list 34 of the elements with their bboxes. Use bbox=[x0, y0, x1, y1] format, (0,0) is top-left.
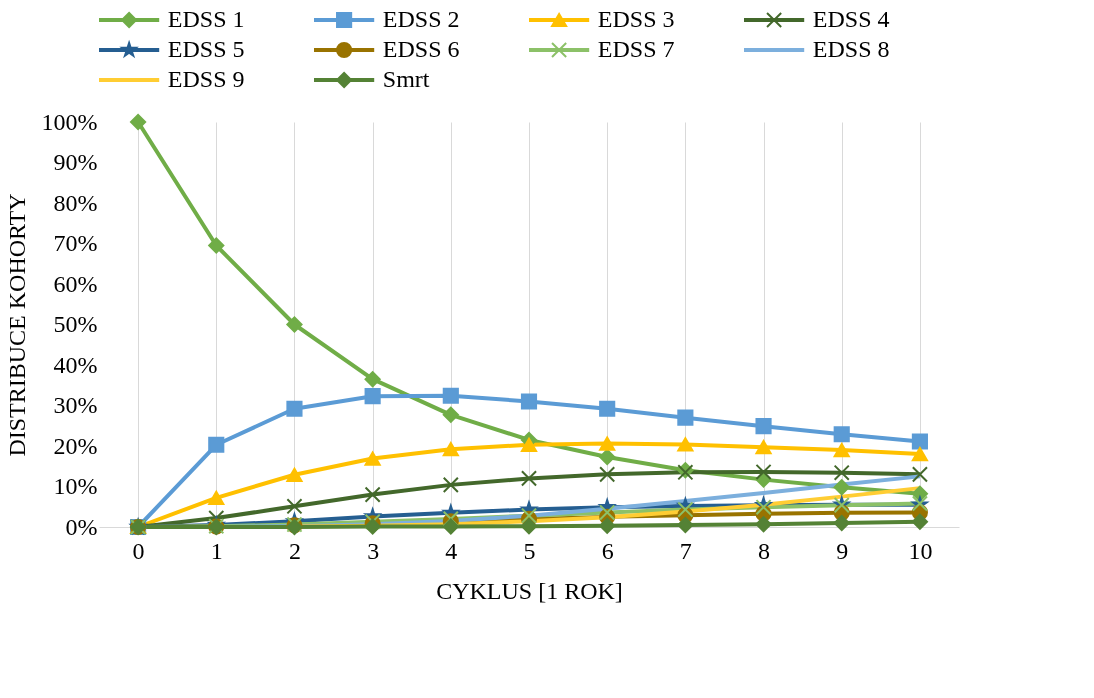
x-tick-label: 5 bbox=[523, 537, 536, 564]
y-tick-label: 80% bbox=[53, 189, 98, 216]
y-tick-label: 10% bbox=[53, 473, 98, 499]
y-tick-label: 70% bbox=[53, 230, 98, 256]
y-tick-label: 20% bbox=[53, 432, 98, 459]
y-tick-label: 90% bbox=[53, 149, 98, 175]
legend-label: Smrt bbox=[382, 66, 430, 92]
x-tick-label: 10 bbox=[908, 537, 933, 564]
legend-label: EDSS 5 bbox=[167, 36, 245, 62]
legend-label: EDSS 6 bbox=[382, 36, 460, 62]
x-tick-label: 7 bbox=[679, 537, 692, 564]
x-tick-label: 0 bbox=[132, 537, 145, 564]
legend-label: EDSS 3 bbox=[597, 6, 675, 32]
y-tick-label: 0% bbox=[65, 513, 98, 540]
y-tick-label: 100% bbox=[41, 108, 98, 135]
x-tick-label: 9 bbox=[836, 537, 849, 564]
legend-label: EDSS 8 bbox=[812, 36, 890, 62]
y-tick-label: 50% bbox=[53, 311, 98, 337]
y-tick-label: 30% bbox=[53, 392, 98, 418]
y-tick-label: 40% bbox=[53, 351, 98, 378]
x-tick-label: 8 bbox=[758, 537, 771, 564]
legend-label: EDSS 1 bbox=[167, 6, 245, 32]
x-tick-label: 2 bbox=[288, 537, 301, 564]
x-tick-label: 3 bbox=[367, 537, 380, 564]
x-axis-title: CYKLUS [1 ROK] bbox=[436, 577, 623, 604]
y-tick-label: 60% bbox=[53, 270, 98, 297]
x-tick-label: 1 bbox=[210, 537, 223, 564]
legend-label: EDSS 7 bbox=[597, 36, 675, 62]
y-axis-title: DISTRIBUCE KOHORTY bbox=[3, 193, 30, 457]
legend-label: EDSS 2 bbox=[382, 6, 460, 32]
x-tick-label: 6 bbox=[601, 537, 614, 564]
x-tick-label: 4 bbox=[445, 537, 458, 564]
legend-label: EDSS 9 bbox=[167, 66, 245, 92]
legend-label: EDSS 4 bbox=[812, 6, 890, 32]
